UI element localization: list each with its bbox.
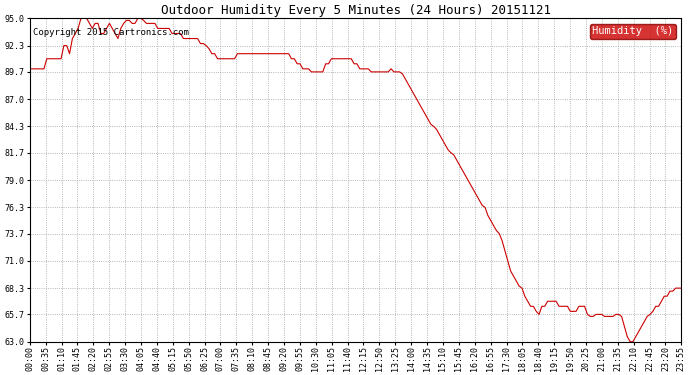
Text: Copyright 2015 Cartronics.com: Copyright 2015 Cartronics.com <box>33 28 189 37</box>
Title: Outdoor Humidity Every 5 Minutes (24 Hours) 20151121: Outdoor Humidity Every 5 Minutes (24 Hou… <box>161 4 551 17</box>
Legend: Humidity  (%): Humidity (%) <box>590 24 676 39</box>
